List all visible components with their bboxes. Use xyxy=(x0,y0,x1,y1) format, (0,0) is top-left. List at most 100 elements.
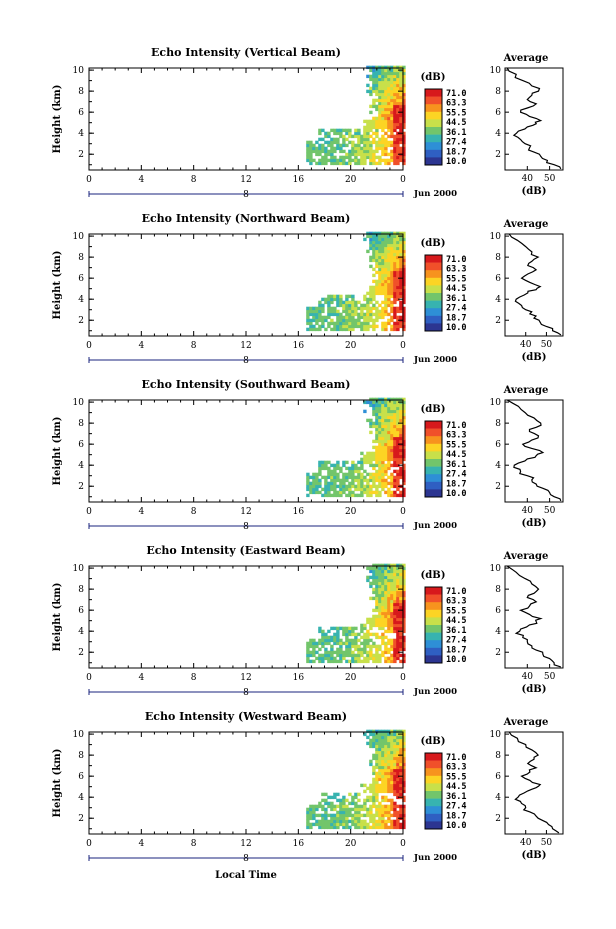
echo-cell xyxy=(402,409,406,414)
echo-cell xyxy=(327,466,331,471)
echo-cell xyxy=(318,472,322,477)
x-tick-label: 4 xyxy=(138,175,144,185)
echo-cell xyxy=(306,816,310,821)
echo-cell xyxy=(390,732,394,737)
echo-cell xyxy=(390,481,394,486)
echo-cell xyxy=(384,783,388,788)
echo-cell xyxy=(387,448,391,453)
echo-cell xyxy=(357,152,361,157)
echo-cell xyxy=(312,647,316,652)
colorbar-segment xyxy=(425,134,442,143)
echo-cell xyxy=(402,617,406,622)
echo-cell xyxy=(318,300,322,305)
echo-cell xyxy=(399,122,403,127)
echo-cell xyxy=(393,614,397,619)
echo-cell xyxy=(369,300,373,305)
echo-cell xyxy=(345,493,349,498)
echo-cell xyxy=(333,306,337,311)
echo-cell xyxy=(393,572,397,577)
echo-cell xyxy=(354,155,358,160)
average-x-label: (dB) xyxy=(522,684,547,695)
echo-cell xyxy=(372,246,376,251)
echo-cell xyxy=(399,469,403,474)
colorbar-segment xyxy=(425,481,442,490)
echo-cell xyxy=(354,656,358,661)
echo-cell xyxy=(372,614,376,619)
echo-cell xyxy=(369,92,373,97)
echo-cell xyxy=(387,578,391,583)
y-tick-label: 6 xyxy=(78,606,84,616)
echo-cell xyxy=(312,146,316,151)
echo-cell xyxy=(384,415,388,420)
echo-cell xyxy=(384,807,388,812)
y-tick-label: 4 xyxy=(78,793,84,803)
echo-cell xyxy=(384,644,388,649)
echo-cell xyxy=(378,472,382,477)
echo-cell xyxy=(399,599,403,604)
echo-cell xyxy=(366,146,370,151)
echo-cell xyxy=(357,131,361,136)
echo-cell xyxy=(354,487,358,492)
echo-cell xyxy=(396,119,400,124)
echo-cell xyxy=(402,490,406,495)
avg-x-tick-label: 40 xyxy=(520,340,532,350)
echo-cell xyxy=(315,472,319,477)
echo-cell xyxy=(357,128,361,133)
echo-cell xyxy=(387,650,391,655)
echo-cell xyxy=(375,451,379,456)
echo-cell xyxy=(321,635,325,640)
echo-cell xyxy=(399,436,403,441)
echo-cell xyxy=(396,282,400,287)
echo-cell xyxy=(393,403,397,408)
echo-cell xyxy=(390,125,394,130)
echo-cell xyxy=(363,798,367,803)
echo-cell xyxy=(339,487,343,492)
echo-cell xyxy=(396,569,400,574)
echo-cell xyxy=(369,484,373,489)
echo-cell xyxy=(381,596,385,601)
echo-cell xyxy=(387,143,391,148)
echo-cell xyxy=(387,626,391,631)
echo-cell xyxy=(393,155,397,160)
echo-cell xyxy=(309,641,313,646)
echo-cell xyxy=(336,475,340,480)
echo-cell xyxy=(366,143,370,148)
echo-cell xyxy=(381,71,385,76)
echo-cell xyxy=(354,152,358,157)
x-tick-label: 16 xyxy=(293,175,305,185)
echo-cell xyxy=(333,819,337,824)
echo-cell xyxy=(318,641,322,646)
echo-cell xyxy=(393,312,397,317)
echo-cell xyxy=(402,237,406,242)
echo-cell xyxy=(354,816,358,821)
echo-cell xyxy=(384,810,388,815)
echo-cell xyxy=(330,294,334,299)
echo-cell xyxy=(345,137,349,142)
echo-cell xyxy=(402,448,406,453)
echo-cell xyxy=(393,237,397,242)
echo-cell xyxy=(387,276,391,281)
echo-cell xyxy=(390,430,394,435)
echo-cell xyxy=(402,140,406,145)
echo-cell xyxy=(387,463,391,468)
echo-cell xyxy=(330,137,334,142)
echo-cell xyxy=(399,596,403,601)
echo-cell xyxy=(366,89,370,94)
echo-cell xyxy=(387,810,391,815)
echo-cell xyxy=(351,626,355,631)
echo-cell xyxy=(402,400,406,405)
avg-y-tick-label: 8 xyxy=(495,253,501,263)
echo-cell xyxy=(321,324,325,329)
echo-cell xyxy=(369,400,373,405)
echo-cell xyxy=(384,747,388,752)
colorbar-tick-label: 27.4 xyxy=(446,802,466,812)
echo-cell xyxy=(345,324,349,329)
echo-cell xyxy=(372,318,376,323)
echo-cell xyxy=(369,158,373,163)
echo-cell xyxy=(324,475,328,480)
colorbar-tick-label: 27.4 xyxy=(446,304,466,314)
echo-cell xyxy=(378,243,382,248)
echo-cell xyxy=(366,798,370,803)
echo-cell xyxy=(318,629,322,634)
echo-cell xyxy=(387,819,391,824)
